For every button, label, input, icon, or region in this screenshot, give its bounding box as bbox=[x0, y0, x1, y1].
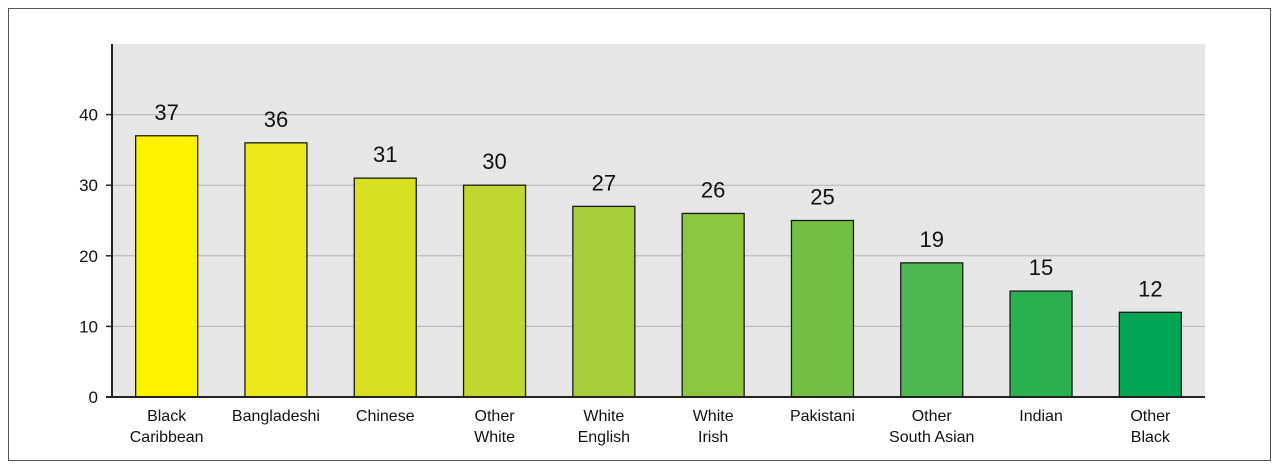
bar bbox=[790, 219, 855, 398]
y-tick-label: 40 bbox=[79, 106, 98, 125]
category-label-line: Pakistani bbox=[790, 408, 855, 425]
y-tick-label: 20 bbox=[79, 247, 98, 266]
value-label: 30 bbox=[482, 149, 506, 174]
category-label: Bangladeshi bbox=[232, 408, 320, 425]
category-label: White English bbox=[578, 408, 630, 446]
category-label-line: Black bbox=[147, 408, 187, 425]
value-labels: 37 36 31 30 27 26 25 19 15 12 bbox=[154, 100, 1162, 302]
category-label-line: English bbox=[578, 429, 630, 446]
y-tick-label: 10 bbox=[79, 317, 98, 336]
y-tick-label: 0 bbox=[89, 388, 98, 407]
value-label: 12 bbox=[1138, 276, 1162, 301]
value-label: 37 bbox=[154, 100, 178, 125]
value-label: 36 bbox=[264, 107, 288, 132]
category-label-line: White bbox=[474, 429, 515, 446]
value-label: 15 bbox=[1029, 255, 1053, 280]
bar bbox=[244, 142, 308, 398]
category-label-line: Other bbox=[1130, 408, 1171, 425]
category-label-line: Irish bbox=[698, 429, 728, 446]
category-label: Chinese bbox=[356, 408, 415, 425]
category-label-line: Caribbean bbox=[130, 429, 204, 446]
category-label: White Irish bbox=[693, 408, 734, 446]
category-label: Other White bbox=[474, 408, 515, 446]
category-label-line: Other bbox=[912, 408, 953, 425]
bar bbox=[462, 184, 527, 398]
bar bbox=[353, 177, 417, 398]
bar bbox=[134, 135, 199, 398]
category-label: Black Caribbean bbox=[130, 408, 204, 446]
category-label-line: Indian bbox=[1019, 408, 1063, 425]
value-label: 26 bbox=[701, 177, 725, 202]
value-label: 19 bbox=[920, 227, 944, 252]
bar bbox=[572, 205, 636, 398]
bar bbox=[681, 212, 745, 398]
bar bbox=[900, 262, 964, 398]
category-label: Other South Asian bbox=[889, 408, 974, 446]
value-label: 25 bbox=[810, 185, 834, 210]
bars bbox=[134, 135, 1182, 398]
category-label-line: Chinese bbox=[356, 408, 415, 425]
category-label-line: Bangladeshi bbox=[232, 408, 320, 425]
y-tick-label: 30 bbox=[79, 176, 98, 195]
bar bbox=[1118, 311, 1182, 398]
category-label-line: White bbox=[693, 408, 734, 425]
category-label: Other Black bbox=[1130, 408, 1171, 446]
bar bbox=[1009, 290, 1073, 398]
category-label: Indian bbox=[1019, 408, 1063, 425]
category-label-line: Black bbox=[1131, 429, 1171, 446]
category-label-line: South Asian bbox=[889, 429, 974, 446]
category-label-line: White bbox=[583, 408, 624, 425]
category-label-line: Other bbox=[475, 408, 516, 425]
y-axis-ticks: 0 10 20 30 40 bbox=[79, 106, 112, 407]
category-labels: Black Caribbean Bangladeshi Chinese Other Whi… bbox=[130, 408, 1171, 446]
value-label: 31 bbox=[373, 142, 397, 167]
value-label: 27 bbox=[592, 170, 616, 195]
category-label: Pakistani bbox=[790, 408, 855, 425]
